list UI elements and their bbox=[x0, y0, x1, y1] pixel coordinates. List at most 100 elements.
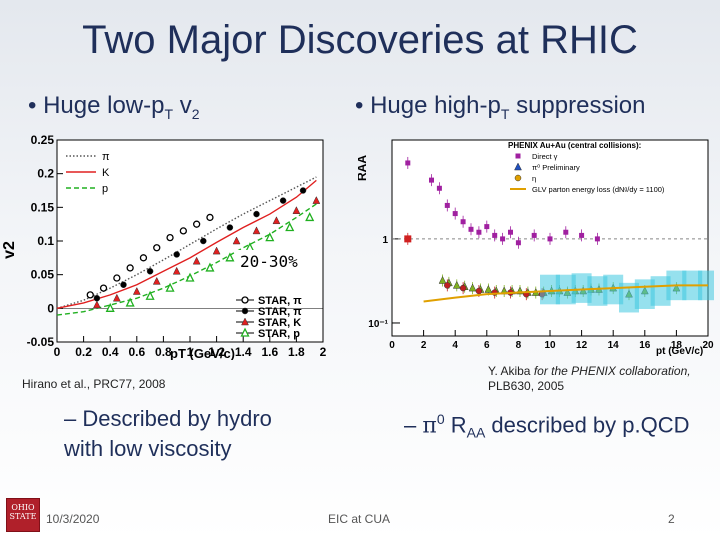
raa-ylabel: RAA bbox=[358, 155, 369, 181]
v2-point-triangle-filled bbox=[112, 293, 121, 302]
raa-point-square bbox=[436, 185, 442, 191]
raa-legend-label: Direct γ bbox=[532, 152, 558, 161]
slide-title: Two Major Discoveries at RHIC bbox=[82, 18, 638, 62]
v2-point-triangle-filled bbox=[212, 246, 221, 255]
v2-legend-marker bbox=[240, 327, 250, 337]
raa-point-triangle bbox=[468, 283, 477, 292]
v2-xlabel: pT (GeV/c) bbox=[170, 346, 235, 360]
v2-curve-1 bbox=[56, 179, 317, 310]
raa-band-segment bbox=[619, 282, 639, 313]
v2-ytick-label: 0.25 bbox=[31, 133, 55, 147]
v2-ytick-label: 0.05 bbox=[31, 268, 55, 282]
v2-point-circle-filled bbox=[120, 281, 127, 289]
v2-curve-0 bbox=[56, 176, 317, 310]
osu-logo: OHIO STATE bbox=[6, 498, 40, 532]
v2-point-circle-filled bbox=[253, 210, 260, 218]
v2-point-circle-open bbox=[139, 254, 148, 262]
v2-xtick-label: 1.6 bbox=[261, 345, 278, 359]
v2-legend-label: p bbox=[102, 183, 108, 195]
raa-xtick-label: 20 bbox=[702, 340, 714, 351]
raa-xtick-label: 14 bbox=[608, 340, 620, 351]
v2-legend-label: STAR, K bbox=[258, 317, 301, 329]
raa-ytick-label: 1 bbox=[382, 235, 388, 246]
raa-point-square bbox=[594, 236, 600, 242]
v2-ytick-label: 0.1 bbox=[37, 234, 54, 248]
v2-point-circle-filled bbox=[299, 187, 307, 194]
bullet-left-post: v bbox=[173, 92, 192, 119]
raa-xtick-label: 18 bbox=[671, 340, 683, 351]
bullet-right-pre: Huge high-p bbox=[370, 92, 501, 119]
raa-band-segment bbox=[587, 276, 608, 306]
raa-xtick-label: 16 bbox=[639, 340, 651, 351]
raa-xtick-label: 12 bbox=[576, 340, 588, 351]
raa-legend-marker bbox=[514, 162, 522, 171]
v2-ytick-label: 0.15 bbox=[31, 200, 55, 214]
v2-xtick-label: 1.4 bbox=[235, 345, 252, 359]
v2-point-circle-open bbox=[113, 274, 121, 282]
v2-point-circle-filled bbox=[173, 251, 180, 258]
raa-chart: 0 2 4 6 8 10 12 14 16 18 20 10⁻¹ 1 RAA pt (GeV/c) PH… bbox=[358, 139, 714, 357]
v2-point-triangle-filled bbox=[192, 256, 201, 265]
v2-point-circle-filled bbox=[93, 294, 101, 302]
raa-point-square bbox=[484, 224, 490, 230]
v2-point-circle-open bbox=[153, 244, 161, 252]
v2-point-circle-open bbox=[179, 227, 188, 235]
v2-point-triangle-open bbox=[205, 262, 215, 272]
footer-center: EIC at CUA bbox=[328, 512, 391, 526]
raa-point-triangle bbox=[484, 284, 493, 293]
right-ref-collab: for the PHENIX collaboration, bbox=[533, 364, 691, 378]
v2-xtick-label: 1 bbox=[187, 345, 194, 359]
raa-point-square bbox=[515, 240, 521, 246]
v2-legend-label: STAR, p bbox=[258, 328, 300, 340]
raa-xlabel: pt (GeV/c) bbox=[656, 346, 703, 357]
raa-point-square-red bbox=[404, 235, 412, 243]
v2-ylabel: v2 bbox=[2, 241, 18, 259]
raa-xtick-label: 2 bbox=[421, 340, 427, 351]
v2-point-triangle-open bbox=[105, 302, 115, 312]
raa-legend-label: π⁰ Preliminary bbox=[532, 163, 580, 172]
raa-point-triangle bbox=[452, 280, 461, 289]
v2-point-circle-open bbox=[126, 264, 134, 272]
v2-point-circle-filled bbox=[279, 197, 287, 204]
right-reference: Y. Akiba for the PHENIX collaboration, P… bbox=[488, 364, 713, 394]
v2-point-triangle-filled bbox=[292, 206, 301, 214]
bullet-marker: • bbox=[28, 92, 37, 119]
v2-point-triangle-filled bbox=[232, 236, 241, 245]
left-reference: Hirano et al., PRC77, 2008 bbox=[22, 377, 166, 391]
sub-right-dash: – bbox=[404, 412, 423, 438]
v2-legend-label: STAR, π bbox=[258, 295, 302, 307]
bullet-marker: • bbox=[355, 92, 364, 119]
v2-point-triangle-open bbox=[265, 232, 275, 242]
v2-point-triangle-filled bbox=[252, 226, 261, 235]
raa-point-circle bbox=[459, 284, 467, 292]
v2-xtick-label: 1.2 bbox=[208, 345, 225, 359]
raa-xtick-label: 4 bbox=[452, 340, 458, 351]
raa-point-square bbox=[563, 229, 569, 235]
v2-point-circle-open bbox=[166, 233, 174, 242]
v2-point-triangle-open bbox=[125, 297, 135, 307]
sub-bullet-left: – Described by hydro with low viscosity bbox=[64, 406, 272, 461]
v2-point-triangle-open bbox=[305, 211, 315, 222]
v2-legend-label: STAR, π bbox=[258, 306, 302, 318]
sub-right-post: described by p.QCD bbox=[485, 412, 690, 438]
raa-point-circle bbox=[475, 287, 483, 295]
bullet-right-sub: T bbox=[500, 105, 510, 122]
sub-right-aa: AA bbox=[466, 424, 486, 441]
raa-point-square bbox=[452, 211, 458, 217]
raa-point-square bbox=[531, 232, 537, 238]
v2-ytick-label: 0.2 bbox=[37, 167, 54, 181]
v2-xtick-label: 1.8 bbox=[288, 345, 305, 359]
raa-point-square bbox=[476, 229, 482, 235]
v2-xtick-label: 2 bbox=[320, 345, 327, 359]
sub-right-r: R bbox=[444, 412, 467, 438]
v2-point-circle-filled bbox=[226, 224, 234, 231]
bullet-left: • Huge low-pT v2 bbox=[28, 92, 200, 122]
footer-date: 10/3/2020 bbox=[46, 512, 100, 526]
v2-legend-marker bbox=[241, 307, 249, 315]
v2-point-triangle-open bbox=[165, 282, 175, 292]
v2-point-triangle-filled bbox=[152, 276, 161, 285]
v2-ytick-label: 0 bbox=[47, 301, 54, 315]
raa-point-square bbox=[468, 226, 474, 232]
bullet-left-pre: Huge low-p bbox=[43, 92, 165, 119]
v2-xtick-label: 0.2 bbox=[75, 345, 92, 359]
